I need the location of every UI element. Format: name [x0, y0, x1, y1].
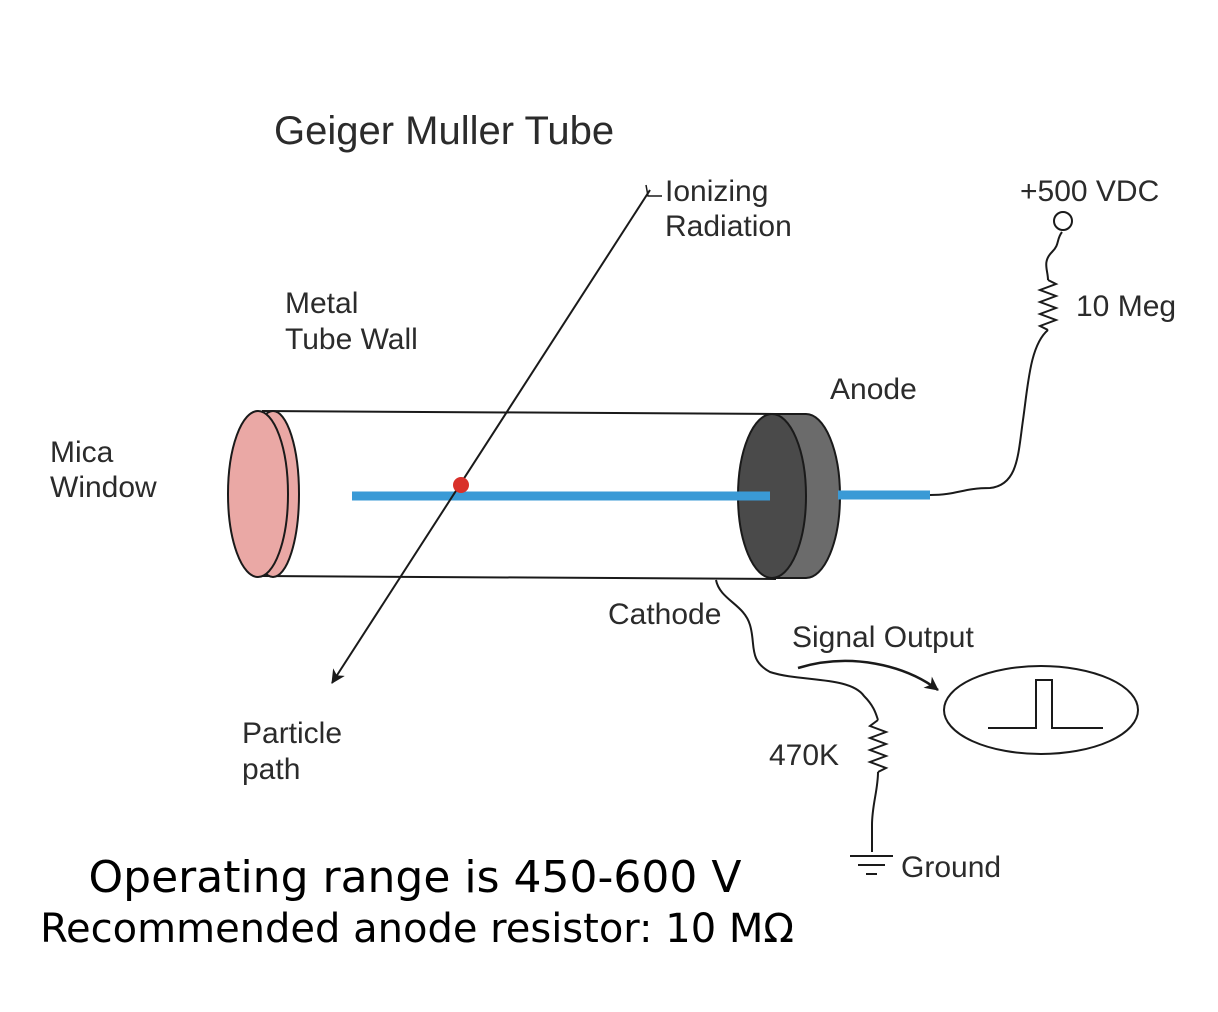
ionization-event-dot: [453, 477, 469, 493]
anode-end-cap: [737, 413, 841, 579]
particle-path-label-1: Particle: [242, 717, 342, 750]
cathode-circuit: [715, 579, 893, 875]
signal-output-label: Signal Output: [792, 621, 974, 654]
ground-label: Ground: [901, 851, 1001, 884]
load-resistor-symbol: [867, 719, 889, 773]
mica-window-label-1: Mica: [50, 436, 114, 469]
tube-wall-label-1: Metal: [285, 287, 358, 320]
signal-output-arrow: [797, 659, 939, 691]
pulse-display: [943, 665, 1139, 755]
diagram-title: Geiger Muller Tube: [274, 109, 614, 153]
anode-circuit: [929, 211, 1073, 496]
anode-wire: [352, 490, 930, 501]
load-resistor-label: 470K: [769, 739, 839, 772]
anode-resistor-symbol: [1037, 279, 1059, 331]
mica-window: [227, 410, 300, 578]
particle-path-arrow: [331, 189, 651, 684]
ionizing-label-1: Ionizing: [665, 175, 768, 208]
ionizing-leader: [645, 184, 662, 197]
supply-voltage-label: +500 VDC: [1020, 175, 1159, 208]
supply-terminal: [1053, 211, 1073, 231]
pulse-waveform: [988, 679, 1103, 729]
anode-resistor-label: 10 Meg: [1076, 290, 1176, 323]
tube-wall-label-2: Tube Wall: [285, 323, 418, 356]
particle-path-label-2: path: [242, 753, 300, 786]
anode-label: Anode: [830, 373, 917, 406]
operating-range-note: Operating range is 450-600 V: [88, 852, 742, 903]
recommended-resistor-note: Recommended anode resistor: 10 MΩ: [40, 906, 794, 952]
mica-window-label-2: Window: [50, 471, 157, 504]
cathode-label: Cathode: [608, 598, 721, 631]
ionizing-label-2: Radiation: [665, 210, 792, 243]
ground-symbol: [850, 855, 893, 875]
metal-tube-wall: [261, 410, 777, 580]
